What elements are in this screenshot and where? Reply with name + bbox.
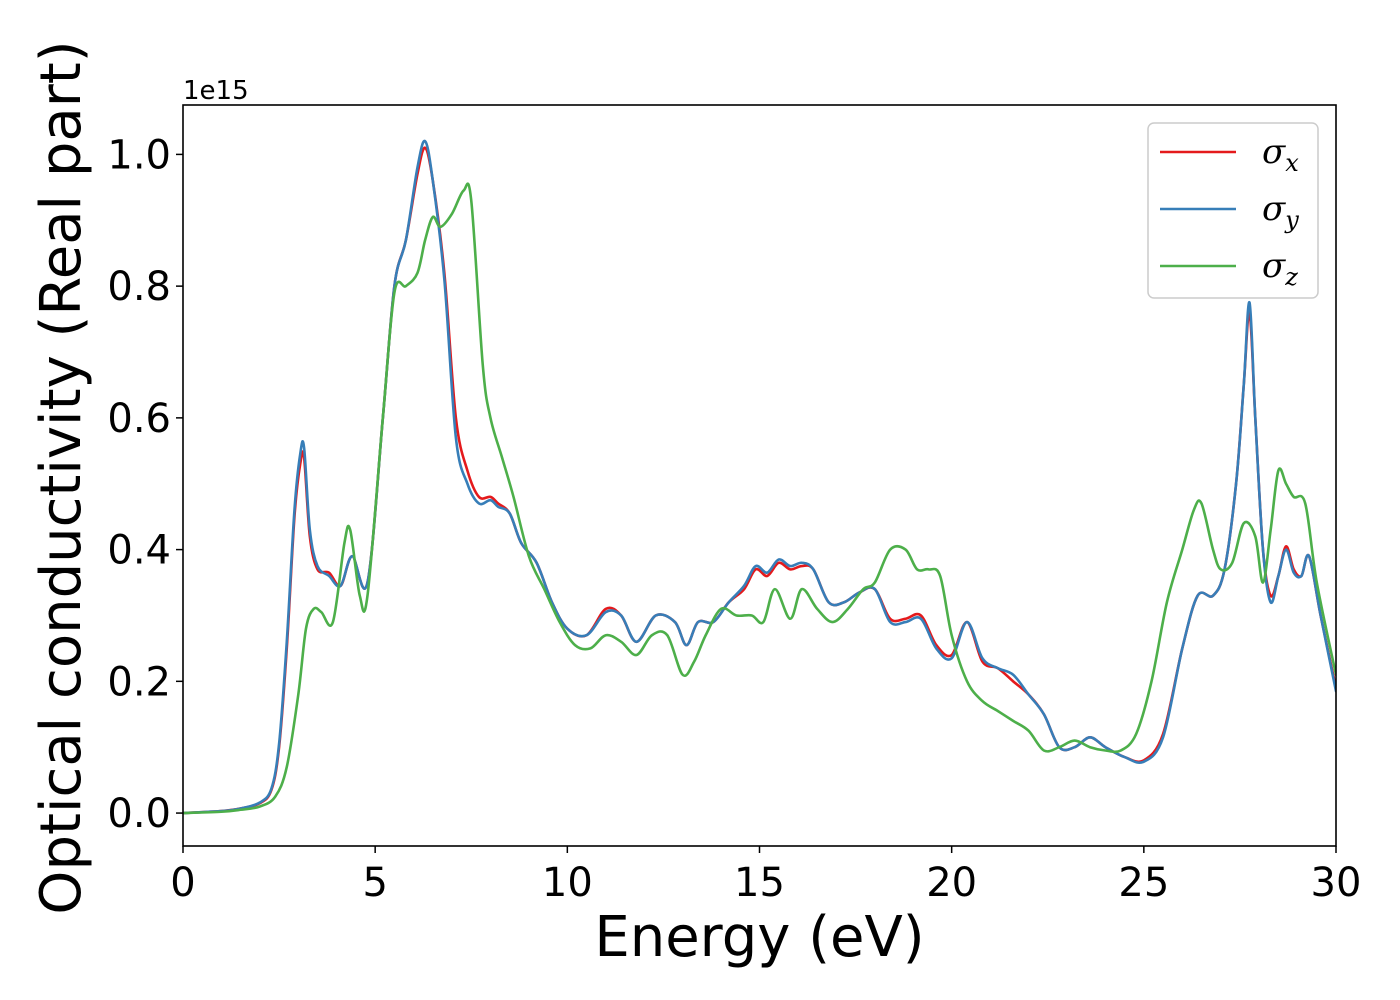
y-axis-title: Optical conductivity (Real part) [29,40,94,914]
series-line-y [183,139,1336,815]
y-tick-label: 0.6 [107,396,171,442]
x-tick-label: 20 [926,860,977,906]
y-tick-label: 0.0 [107,791,171,837]
y-tick-label: 0.2 [107,659,171,705]
series-line-z [183,182,1336,815]
x-tick-label: 5 [362,860,387,906]
x-tick-label: 10 [542,860,593,906]
legend-box [1147,122,1319,299]
x-tick-label: 15 [734,860,785,906]
x-tick-label: 25 [1118,860,1169,906]
x-tick-label: 30 [1311,860,1362,906]
y-tick-label: 0.4 [107,528,171,574]
legend: σx σy σz [1147,122,1319,299]
y-offset-label: 1e15 [183,76,249,106]
legend-label-z: σz [1262,246,1298,291]
x-axis-title: Energy (eV) [594,905,924,970]
plot-area [183,139,1336,815]
legend-label-x: σx [1262,132,1299,177]
y-tick-label: 1.0 [107,132,171,178]
y-tick-label: 0.8 [107,264,171,310]
axis-ticks: 0 5 10 15 20 25 30 0.0 0.2 0.4 0.6 0.8 1.0 [107,132,1361,906]
legend-label-y: σy [1262,189,1299,234]
x-tick-label: 0 [170,860,195,906]
